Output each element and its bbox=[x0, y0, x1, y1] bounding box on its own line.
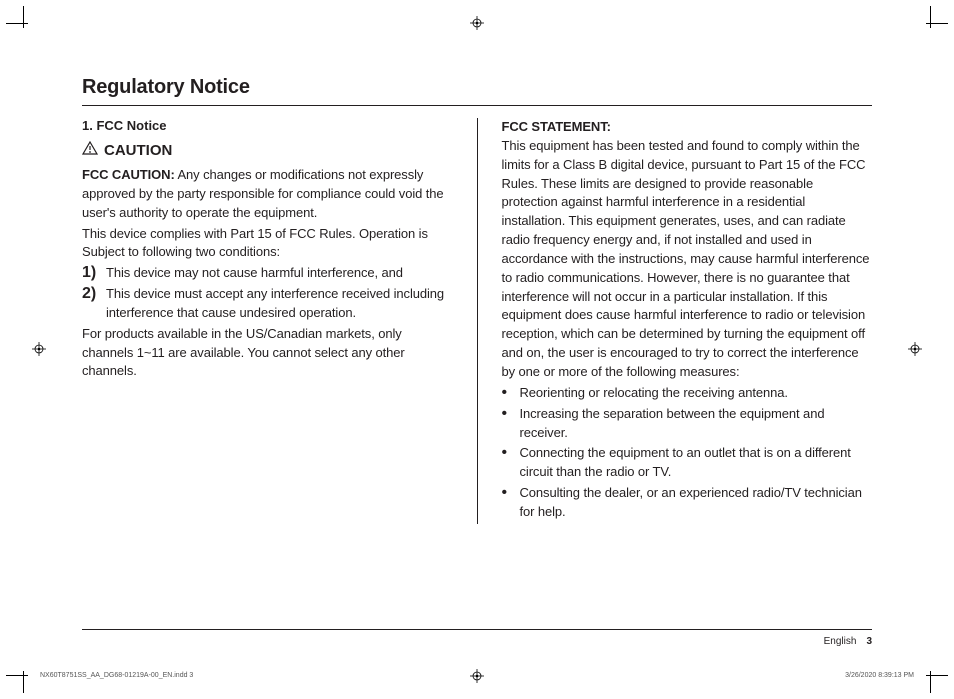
measures-list: • Reorienting or relocating the receivin… bbox=[502, 384, 873, 522]
list-item: 1) This device may not cause harmful int… bbox=[82, 264, 453, 283]
fcc-statement-paragraph: FCC STATEMENT: This equipment has been t… bbox=[502, 118, 873, 382]
crop-mark bbox=[6, 23, 28, 24]
horizontal-rule bbox=[82, 105, 872, 106]
list-number: 1) bbox=[82, 264, 98, 283]
list-text: Connecting the equipment to an outlet th… bbox=[520, 444, 873, 482]
list-item: • Connecting the equipment to an outlet … bbox=[502, 444, 873, 482]
footer-page-number: 3 bbox=[866, 636, 872, 647]
bullet-icon: • bbox=[502, 484, 512, 522]
list-item: • Consulting the dealer, or an experienc… bbox=[502, 484, 873, 522]
fcc-statement-lead: FCC STATEMENT: bbox=[502, 119, 611, 134]
crop-mark bbox=[6, 675, 28, 676]
channels-paragraph: For products available in the US/Canadia… bbox=[82, 325, 453, 382]
registration-mark bbox=[32, 342, 46, 356]
footer-language: English bbox=[824, 636, 857, 647]
slug-timestamp: 3/26/2020 8:39:13 PM bbox=[845, 672, 914, 679]
registration-mark bbox=[470, 16, 484, 30]
caution-heading: CAUTION bbox=[82, 141, 453, 160]
crop-mark bbox=[23, 671, 24, 693]
caution-label: CAUTION bbox=[104, 142, 172, 159]
fcc-caution-paragraph: FCC CAUTION: Any changes or modification… bbox=[82, 166, 453, 223]
crop-mark bbox=[930, 6, 931, 28]
slug-filename: NX60T8751SS_AA_DG68-01219A-00_EN.indd 3 bbox=[40, 672, 193, 679]
column-divider bbox=[477, 118, 478, 524]
bullet-icon: • bbox=[502, 444, 512, 482]
conditions-list: 1) This device may not cause harmful int… bbox=[82, 264, 453, 323]
two-column-layout: 1. FCC Notice CAUTION FCC CAUTION: Any c… bbox=[82, 118, 872, 524]
compliance-paragraph: This device complies with Part 15 of FCC… bbox=[82, 225, 453, 263]
page: Regulatory Notice 1. FCC Notice CAUTION … bbox=[0, 0, 954, 699]
list-text: Consulting the dealer, or an experienced… bbox=[520, 484, 873, 522]
section-heading: 1. FCC Notice bbox=[82, 118, 453, 133]
list-item: • Reorienting or relocating the receivin… bbox=[502, 384, 873, 403]
list-text: Increasing the separation between the eq… bbox=[520, 405, 873, 443]
list-text: Reorienting or relocating the receiving … bbox=[520, 384, 788, 403]
fcc-statement-body: This equipment has been tested and found… bbox=[502, 138, 870, 379]
bullet-icon: • bbox=[502, 405, 512, 443]
page-footer: English 3 bbox=[82, 629, 872, 647]
slug-line: NX60T8751SS_AA_DG68-01219A-00_EN.indd 3 … bbox=[40, 672, 914, 679]
list-item: 2) This device must accept any interfere… bbox=[82, 285, 453, 323]
list-text: This device may not cause harmful interf… bbox=[106, 264, 403, 283]
page-title: Regulatory Notice bbox=[82, 76, 872, 99]
crop-mark bbox=[930, 671, 931, 693]
left-column: 1. FCC Notice CAUTION FCC CAUTION: Any c… bbox=[82, 118, 453, 524]
right-column: FCC STATEMENT: This equipment has been t… bbox=[502, 118, 873, 524]
crop-mark bbox=[23, 6, 24, 28]
registration-mark bbox=[908, 342, 922, 356]
bullet-icon: • bbox=[502, 384, 512, 403]
fcc-caution-lead: FCC CAUTION: bbox=[82, 167, 175, 182]
warning-icon bbox=[82, 141, 98, 160]
list-text: This device must accept any interference… bbox=[106, 285, 453, 323]
list-item: • Increasing the separation between the … bbox=[502, 405, 873, 443]
list-number: 2) bbox=[82, 285, 98, 323]
